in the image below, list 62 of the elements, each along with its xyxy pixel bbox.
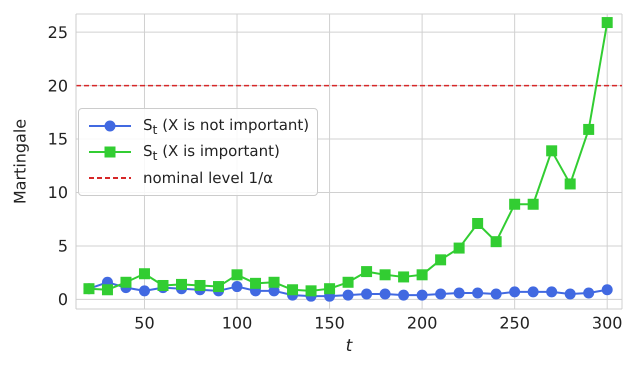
point xyxy=(361,288,372,300)
point xyxy=(398,290,410,301)
legend-label: S$_{t}$ (X is important) xyxy=(143,142,280,162)
point xyxy=(157,280,168,291)
point xyxy=(490,288,502,300)
point xyxy=(380,288,391,300)
point xyxy=(454,242,465,254)
point xyxy=(232,269,243,280)
x-tick-label: 300 xyxy=(592,313,622,332)
point xyxy=(138,285,150,296)
point xyxy=(342,276,354,288)
y-tick-label: 25 xyxy=(48,22,68,42)
point xyxy=(564,288,576,300)
y-tick-label: 15 xyxy=(48,130,68,149)
y-tick-label: 10 xyxy=(48,183,68,202)
point xyxy=(102,284,113,296)
point xyxy=(232,281,243,292)
legend-label: nominal level 1/α xyxy=(143,169,274,187)
x-axis-title: t xyxy=(346,336,354,356)
x-tick-label: 150 xyxy=(314,313,345,332)
legend-label: S$_{t}$ (X is not important) xyxy=(143,116,310,136)
point xyxy=(435,254,446,266)
x-tick-label: 250 xyxy=(499,313,530,332)
point xyxy=(472,218,484,229)
point xyxy=(490,236,502,248)
x-tick-label: 200 xyxy=(406,313,438,332)
point xyxy=(416,269,428,280)
point xyxy=(602,17,613,28)
point xyxy=(250,278,262,289)
point xyxy=(194,280,206,291)
point xyxy=(213,281,224,292)
y-tick-label: 20 xyxy=(48,76,68,96)
point xyxy=(546,286,558,298)
point xyxy=(509,198,520,210)
point xyxy=(361,266,372,278)
point xyxy=(287,284,298,296)
point xyxy=(380,269,391,280)
point xyxy=(398,271,410,282)
point xyxy=(306,285,317,296)
point xyxy=(120,276,132,288)
point xyxy=(435,288,446,300)
x-tick-label: 50 xyxy=(134,313,155,332)
y-tick-label: 5 xyxy=(58,236,68,256)
point xyxy=(528,286,539,298)
point xyxy=(564,178,576,190)
point xyxy=(546,145,558,156)
point xyxy=(416,290,428,301)
point xyxy=(472,287,484,298)
point xyxy=(583,124,594,135)
point xyxy=(583,287,594,298)
point xyxy=(138,268,150,280)
point xyxy=(176,278,187,290)
y-axis-title: Martingale xyxy=(10,118,30,204)
point xyxy=(509,286,520,298)
point xyxy=(268,276,280,288)
point xyxy=(528,198,539,210)
point xyxy=(602,284,613,296)
x-tick-label: 100 xyxy=(222,313,252,332)
y-tick-label: 0 xyxy=(58,290,68,310)
point xyxy=(342,290,354,301)
point xyxy=(324,283,336,294)
point xyxy=(454,287,465,298)
